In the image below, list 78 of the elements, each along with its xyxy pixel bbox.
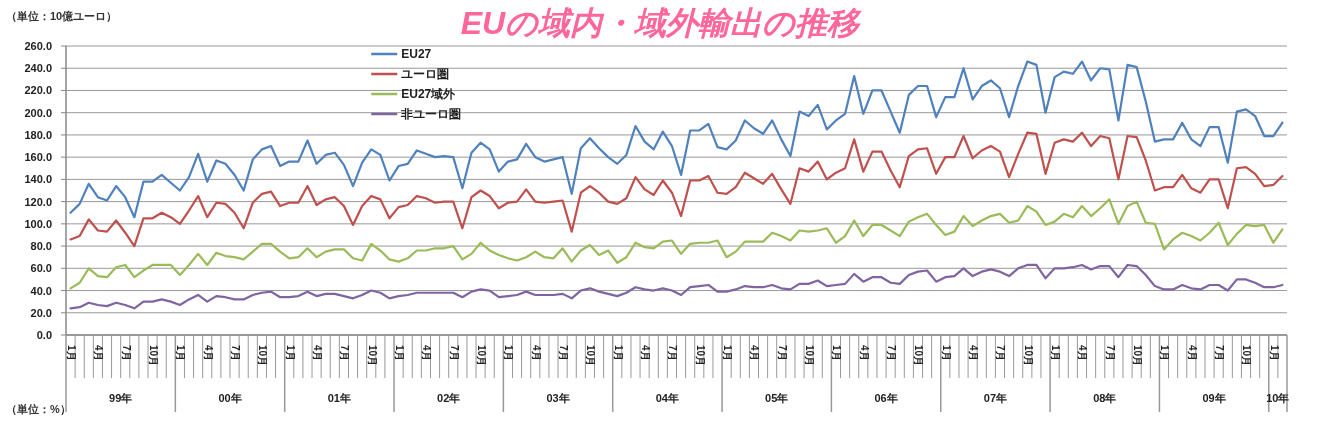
x-tick-label: 4月 xyxy=(311,345,323,361)
legend-label: ユーロ圏 xyxy=(401,67,450,81)
x-tick-label: 10月 xyxy=(1022,345,1034,367)
x-tick-label: 7月 xyxy=(339,345,351,361)
y-tick-label: 160.0 xyxy=(24,151,52,164)
x-tick-label: 1月 xyxy=(284,345,296,361)
x-tick-label: 7月 xyxy=(1214,345,1226,361)
text: 04年 xyxy=(655,392,680,404)
y-tick-label: 200.0 xyxy=(24,106,52,119)
text: 00年 xyxy=(218,392,242,404)
legend-label: EU27域外 xyxy=(401,87,457,101)
x-tick-label: 4月 xyxy=(639,345,651,361)
x-tick-label: 4月 xyxy=(530,345,542,361)
x-tick-label: 10月 xyxy=(147,345,159,367)
x-tick-label: 4月 xyxy=(1186,345,1198,361)
text: 03年 xyxy=(546,392,570,404)
x-tick-label: 1月 xyxy=(940,345,952,361)
text: 99年 xyxy=(109,392,133,404)
x-tick-label: 1月 xyxy=(612,345,624,361)
x-tick-label: 10月 xyxy=(1241,345,1253,367)
text: 09年 xyxy=(1202,392,1226,404)
x-tick-label: 7月 xyxy=(120,345,132,361)
chart-title: EUの域内・域外輸出の推移 xyxy=(460,5,863,41)
x-tick-label: 7月 xyxy=(885,345,897,361)
x-tick-label: 10月 xyxy=(803,345,815,367)
x-tick-label: 4月 xyxy=(968,345,979,361)
x-tick-label: 1月 xyxy=(503,345,515,361)
y-tick-label: 140.0 xyxy=(24,173,52,186)
y-tick-label: 120.0 xyxy=(24,195,52,208)
x-tick-label: 1月 xyxy=(1050,345,1061,361)
x-tick-label: 10月 xyxy=(585,345,597,367)
text: 10年 xyxy=(1266,392,1290,404)
x-tick-label: 4月 xyxy=(202,345,214,361)
text: 01年 xyxy=(327,392,351,404)
x-tick-label: 10月 xyxy=(257,345,269,367)
x-tick-label: 7月 xyxy=(448,345,460,361)
y-tick-label: 100.0 xyxy=(24,217,52,230)
x-tick-label: 10月 xyxy=(1132,345,1144,367)
y-tick-label: 220.0 xyxy=(24,84,52,97)
y-tick-label: 40.0 xyxy=(30,284,52,297)
x-tick-label: 1月 xyxy=(175,345,187,361)
y-tick-label: 20.0 xyxy=(30,306,52,319)
legend-label: EU27 xyxy=(401,47,432,61)
x-tick-label: 7月 xyxy=(995,345,1007,361)
text: 08年 xyxy=(1093,392,1117,404)
text: 06年 xyxy=(874,392,898,404)
y-tick-label: 240.0 xyxy=(24,62,52,75)
x-tick-label: 1月 xyxy=(65,345,77,361)
y-tick-label: 180.0 xyxy=(24,128,52,141)
x-tick-label: 10月 xyxy=(475,345,487,367)
x-tick-label: 4月 xyxy=(93,345,105,361)
x-tick-label: 10月 xyxy=(366,345,378,367)
x-tick-label: 1月 xyxy=(831,345,843,361)
legend-label: 非ユーロ圏 xyxy=(400,107,462,121)
x-tick-label: 4月 xyxy=(421,345,433,361)
text: 07年 xyxy=(983,392,1008,404)
x-tick-label: 7月 xyxy=(667,345,679,361)
text: 05年 xyxy=(765,392,789,404)
text: 02年 xyxy=(437,392,461,404)
x-tick-label: 1月 xyxy=(393,345,405,361)
x-tick-label: 1月 xyxy=(1159,345,1171,361)
text: （単位：10億ユーロ） xyxy=(6,10,118,23)
y-tick-label: 60.0 xyxy=(30,262,52,275)
x-tick-label: 4月 xyxy=(1077,345,1089,361)
y-tick-label: 0.0 xyxy=(36,329,52,341)
x-tick-label: 10月 xyxy=(694,345,706,367)
text: （単位：%） xyxy=(6,403,71,416)
x-tick-label: 1月 xyxy=(721,345,733,361)
x-tick-label: 10月 xyxy=(913,345,925,367)
x-tick-label: 4月 xyxy=(749,345,761,361)
x-tick-label: 7月 xyxy=(229,345,241,361)
x-tick-label: 1月 xyxy=(1268,345,1280,361)
y-tick-label: 80.0 xyxy=(30,240,52,253)
x-tick-label: 7月 xyxy=(557,345,569,361)
x-tick-label: 7月 xyxy=(1104,345,1116,361)
y-tick-label: 260.0 xyxy=(24,40,52,52)
x-tick-label: 4月 xyxy=(858,345,870,361)
x-tick-label: 7月 xyxy=(776,345,788,361)
